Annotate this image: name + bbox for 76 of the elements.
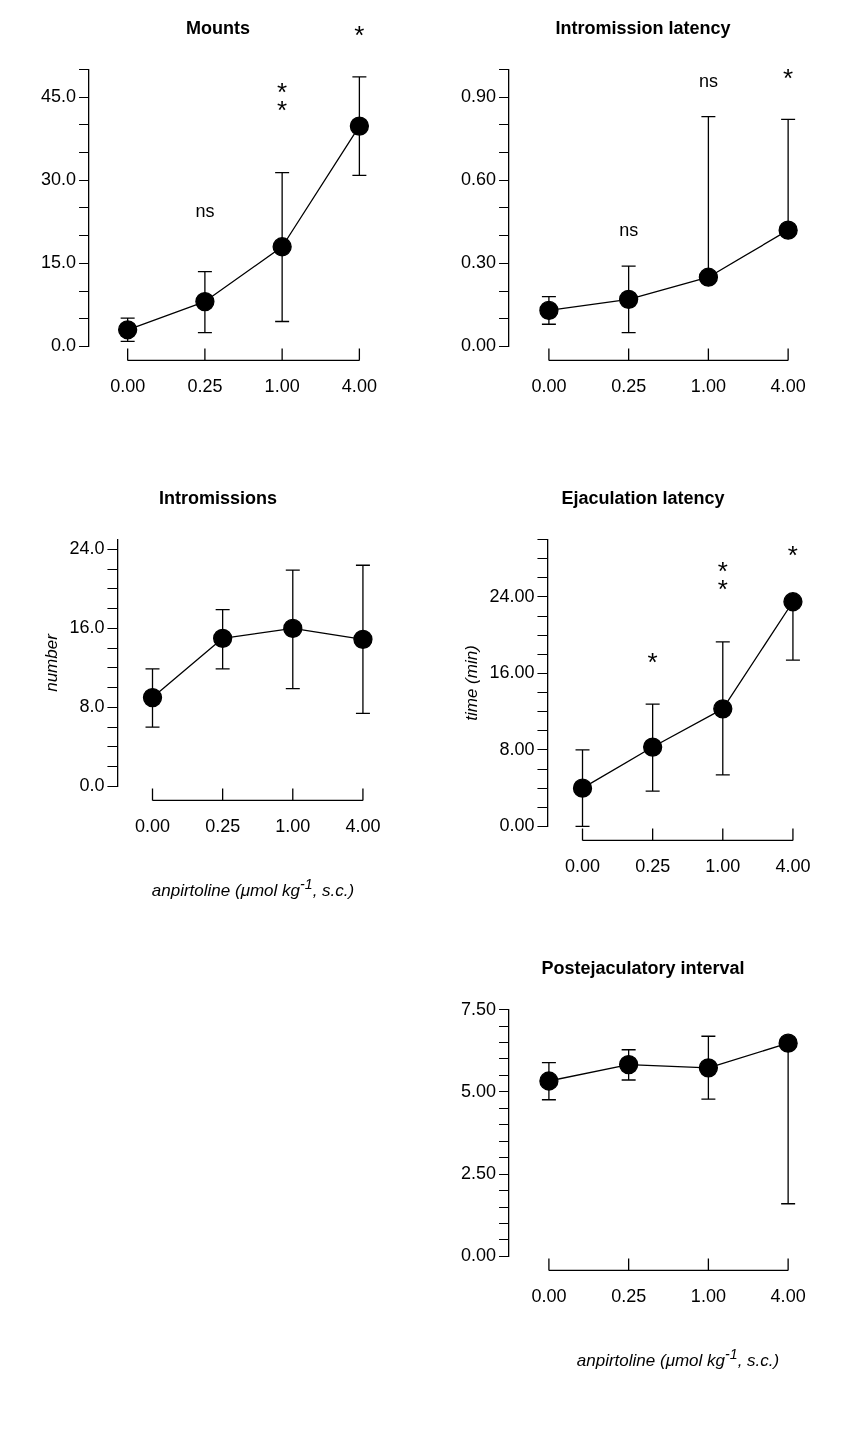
y-tick-label: 0.0 [79,775,105,796]
point [778,220,798,240]
x-tick-label: 0.25 [187,376,223,397]
point [713,699,733,719]
point [349,116,370,136]
y-tick-label: 16.0 [69,617,105,638]
y-tick-label: 2.50 [460,1163,497,1184]
y-tick-label: 45.0 [40,86,77,107]
y-tick-label: 24.0 [69,538,105,559]
y-tick-label: 0.60 [460,169,497,190]
point [619,289,639,309]
point [778,1033,798,1053]
x-tick-label: 0.00 [564,856,601,877]
x-axis-title: anpirtoline (μmol kg$^{-1}$, s.c.) [150,876,356,901]
point [572,778,593,798]
y-tick-label: 0.00 [460,1245,497,1266]
point [539,1071,559,1091]
annotation: ns [619,220,639,241]
point [783,592,803,612]
y-tick-label: 8.00 [499,738,535,759]
x-tick-label: 1.00 [690,376,726,397]
y-tick-label: 24.00 [489,585,535,606]
x-tick-label: 1.00 [705,856,741,877]
annotation: * [783,62,794,93]
x-tick-label: 4.00 [345,816,381,837]
x-tick-label: 4.00 [341,376,377,397]
annotation: * * [717,555,728,605]
y-tick-label: 0.0 [51,335,77,356]
point [698,1058,719,1078]
x-tick-label: 0.25 [635,856,671,877]
point [195,291,215,312]
y-tick-label: 30.0 [40,169,77,190]
point [619,1054,639,1075]
annotation: ns [195,200,215,221]
x-tick-label: 4.00 [770,376,806,397]
y-tick-label: 7.50 [460,998,497,1019]
chart-title: Intromission latency [555,17,731,38]
y-tick-label: 5.00 [460,1080,497,1101]
y-tick-label: 0.90 [460,86,497,107]
text: * [354,19,365,50]
y-tick-label: 8.0 [79,696,105,717]
x-tick-label: 0.25 [611,376,647,397]
annotation: ns [698,70,718,91]
x-tick-label: 0.00 [531,376,567,397]
x-tick-label: 1.00 [690,1286,726,1307]
chart-title: Ejaculation latency [561,487,725,508]
x-tick-label: 0.00 [134,816,171,837]
y-axis-title: number [41,632,61,692]
point [698,267,719,287]
point [539,300,559,321]
point [142,687,163,708]
point [272,237,292,257]
annotation: ** [277,76,288,125]
x-tick-label: 0.00 [110,376,146,397]
point [353,629,373,649]
x-tick-label: 0.25 [611,1286,647,1307]
x-tick-label: 1.00 [275,816,311,837]
y-tick-label: 0.30 [460,252,497,273]
y-tick-label: 15.0 [40,252,77,273]
annotation: * [647,647,658,678]
y-axis-title: time (min) [461,645,481,721]
x-tick-label: 0.00 [531,1286,567,1307]
x-axis-title: anpirtoline (μmol kg$^{-1}$, s.c.) [575,1346,781,1371]
x-tick-label: 1.00 [264,376,300,397]
x-tick-label: 4.00 [770,1286,806,1307]
x-tick-label: 4.00 [775,856,811,877]
chart-title: Intromissions [158,487,278,508]
x-tick-label: 0.25 [205,816,241,837]
point [643,737,663,757]
y-tick-label: 0.00 [460,335,497,356]
point [213,628,233,648]
chart-title: Postejaculatory interval [541,957,745,978]
y-tick-label: 16.00 [489,662,535,683]
point [283,618,303,639]
annotation: * [787,539,798,570]
chart-title: Mounts [186,17,250,38]
